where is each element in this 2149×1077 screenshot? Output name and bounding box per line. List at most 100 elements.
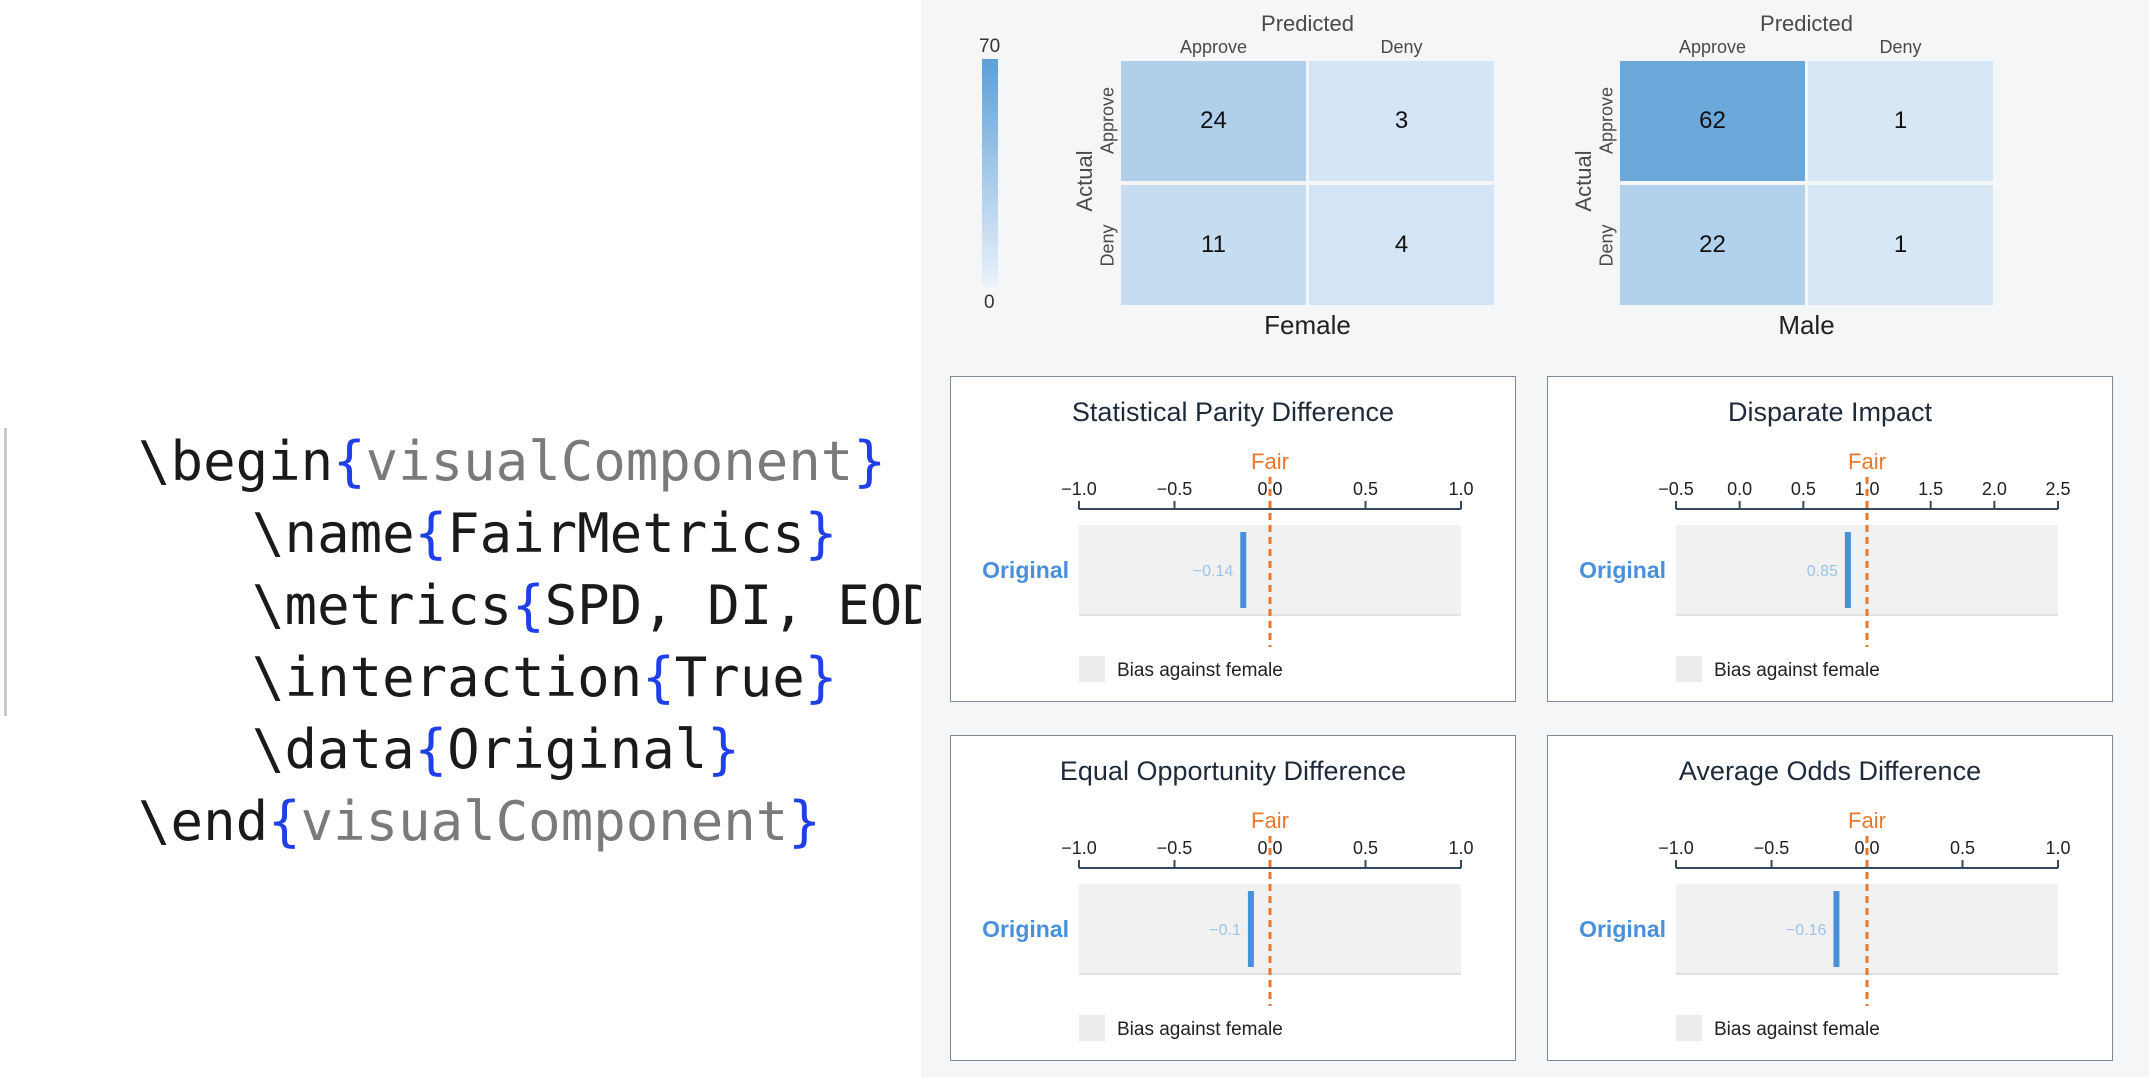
code-open-brace: { (414, 502, 448, 565)
code-command: \name (252, 502, 415, 565)
x-tick-label: 1.0 (2045, 838, 2070, 858)
row-label-approve: Approve (1596, 86, 1617, 155)
x-tick-label: 1.0 (1448, 838, 1473, 858)
x-tick-label: −0.5 (1157, 838, 1193, 858)
x-tick-label: 0.5 (1950, 838, 1975, 858)
actual-axis-title: Actual (1571, 150, 1596, 212)
column-label-deny: Deny (1879, 37, 1922, 57)
code-open-brace: { (333, 430, 366, 493)
column-label-approve: Approve (1179, 37, 1248, 57)
fair-label: Fair (1251, 449, 1289, 474)
row-label-original: Original (982, 916, 1069, 942)
column-label-deny: Deny (1380, 37, 1423, 57)
row-label-original: Original (982, 557, 1069, 583)
code-line-name: \name{FairMetrics} (122, 426, 837, 565)
metric-value-label: −0.14 (1193, 563, 1234, 580)
legend-label: Bias against female (1117, 1019, 1283, 1040)
metric-value-label: −0.16 (1786, 922, 1827, 939)
fair-label: Fair (1848, 808, 1886, 833)
matrix-cell-female-deny-deny[interactable]: 4 (1309, 185, 1494, 305)
matrix-cell-male-approve-approve[interactable]: 62 (1620, 61, 1805, 181)
x-tick-label: 0.5 (1791, 479, 1816, 499)
group-label-male: Male (1778, 310, 1835, 340)
legend-swatch (1676, 656, 1702, 682)
legend-label: Bias against female (1714, 1019, 1880, 1040)
matrix-cell-male-deny-approve[interactable]: 22 (1620, 185, 1805, 305)
legend-swatch (1079, 656, 1105, 682)
code-argument: visualComponent (300, 790, 789, 853)
code-argument: FairMetrics (447, 502, 805, 565)
x-tick-label: −1.0 (1061, 479, 1097, 499)
code-close-brace: } (707, 718, 740, 781)
matrix-cell-male-deny-deny[interactable]: 1 (1808, 185, 1993, 305)
code-line-interaction: \interaction{True} (122, 570, 837, 709)
x-tick-label: 1.5 (1918, 479, 1943, 499)
matrix-cell-female-approve-approve[interactable]: 24 (1121, 61, 1306, 181)
fair-label: Fair (1251, 808, 1289, 833)
code-command: \begin (138, 430, 334, 493)
metric-chart: −0.50.00.51.01.52.02.5FairOriginal0.85Bi… (1579, 449, 2071, 682)
code-command: \metrics (252, 574, 513, 637)
code-command: \data (252, 718, 415, 781)
predicted-axis-title: Predicted (1760, 11, 1853, 36)
color-scale-legend (982, 59, 998, 286)
x-tick-label: −0.5 (1754, 838, 1790, 858)
code-argument: True (674, 646, 805, 709)
row-label-deny: Deny (1097, 224, 1118, 267)
metric-card-di: Disparate Impact −0.50.00.51.01.52.02.5F… (1547, 376, 2113, 702)
code-argument: visualComponent (365, 430, 854, 493)
code-command: \interaction (252, 646, 643, 709)
fair-label: Fair (1848, 449, 1886, 474)
legend-swatch (1079, 1015, 1105, 1041)
legend-min-label: 0 (984, 292, 995, 313)
code-line-data: \data{Original} (122, 642, 740, 781)
x-tick-label: 2.0 (1982, 479, 2007, 499)
x-tick-label: 2.5 (2045, 479, 2070, 499)
metric-value-bar (1240, 532, 1247, 608)
code-close-brace: } (804, 502, 838, 565)
legend-label: Bias against female (1714, 660, 1880, 681)
metric-title: Statistical Parity Difference (1071, 397, 1395, 427)
code-line-begin: \begin{visualComponent} (8, 354, 886, 493)
x-tick-label: 0.5 (1353, 479, 1378, 499)
legend-max-label: 70 (979, 36, 1001, 57)
matrix-cell-male-approve-deny[interactable]: 1 (1808, 61, 1993, 181)
metric-title: Disparate Impact (1727, 397, 1933, 427)
x-tick-label: 1.0 (1448, 479, 1473, 499)
metric-value-bar (1833, 891, 1840, 967)
x-tick-label: −0.5 (1157, 479, 1193, 499)
metric-value-bar (1844, 532, 1851, 608)
code-close-brace: } (788, 790, 821, 853)
metric-value-label: 0.85 (1807, 563, 1838, 580)
x-tick-label: −1.0 (1061, 838, 1097, 858)
metric-card-spd: Statistical Parity Difference −1.0 −0.5 0.… (950, 376, 1516, 702)
code-indent-guide (4, 428, 7, 716)
code-open-brace: { (268, 790, 301, 853)
metric-value-bar (1247, 891, 1254, 967)
code-close-brace: } (853, 430, 886, 493)
metric-title: Equal Opportunity Difference (1059, 756, 1407, 786)
x-tick-label: 0.0 (1727, 479, 1752, 499)
x-tick-label: −1.0 (1658, 838, 1694, 858)
actual-axis-title: Actual (1072, 150, 1097, 212)
code-open-brace: { (414, 718, 448, 781)
matrix-cell-female-approve-deny[interactable]: 3 (1309, 61, 1494, 181)
matrix-cell-female-deny-approve[interactable]: 11 (1121, 185, 1306, 305)
legend-swatch (1676, 1015, 1702, 1041)
x-tick-label: 0.5 (1353, 838, 1378, 858)
row-label-original: Original (1579, 557, 1666, 583)
column-label-approve: Approve (1678, 37, 1747, 57)
code-close-brace: } (804, 646, 838, 709)
x-tick-label: −0.5 (1658, 479, 1694, 499)
group-label-female: Female (1264, 310, 1351, 340)
code-argument: Original (447, 718, 708, 781)
metric-card-aod: Average Odds Difference −1.0−0.50.00.51.… (1547, 735, 2113, 1061)
row-label-original: Original (1579, 916, 1666, 942)
metric-title: Average Odds Difference (1678, 756, 1982, 786)
row-label-deny: Deny (1596, 224, 1617, 267)
code-panel: \begin{visualComponent} \name{FairMetric… (0, 0, 1130, 1077)
metric-card-eod: Equal Opportunity Difference −1.0−0.50.0… (950, 735, 1516, 1061)
